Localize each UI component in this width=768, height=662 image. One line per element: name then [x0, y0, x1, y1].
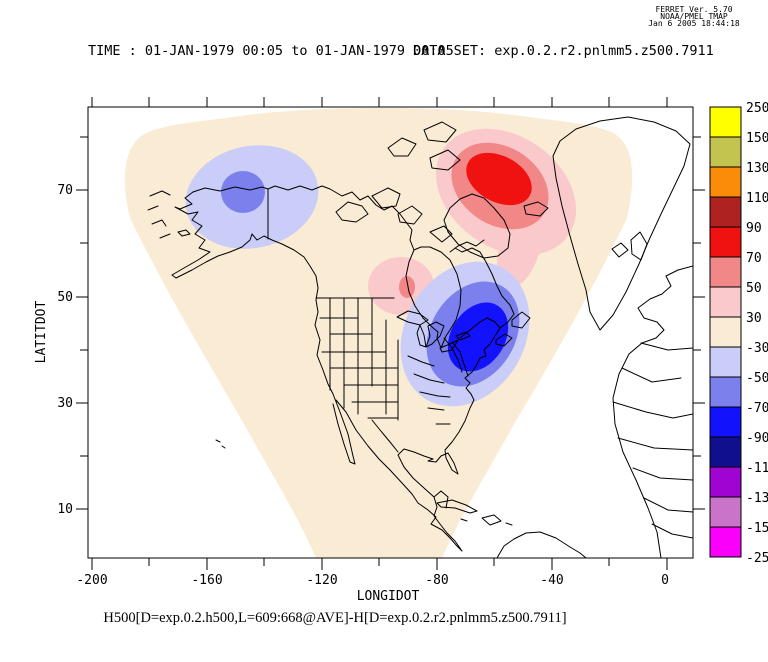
coastlines: [147, 116, 693, 558]
colorbar-label: -90: [746, 431, 768, 446]
hudson-bay-outline: [405, 239, 485, 349]
baffin-anomaly-core: [466, 152, 532, 206]
y-tick-label: 70: [57, 183, 73, 198]
atlantic-islands: [495, 311, 531, 347]
arctic-coastline: [192, 185, 415, 251]
colorbar-labels: 250 150 130 110 90 70 50 30 -30 -50 -70 …: [746, 101, 768, 566]
colorbar-swatch: [709, 316, 742, 348]
colorbar-swatch: [709, 166, 742, 198]
ferret-date-line: Jan 6 2005 18:44:18: [648, 19, 740, 28]
bering-fragments: [147, 190, 226, 449]
great-lakes: [396, 310, 471, 353]
x-tick-label: -80: [425, 573, 448, 588]
y-tick-label: 50: [57, 290, 73, 305]
colorbar-swatch: [709, 136, 742, 168]
northeast-anomaly-core: [447, 302, 509, 372]
colorbar-swatch: [709, 406, 742, 438]
colorbar-label: -150: [746, 521, 768, 536]
x-axis-bottom-ticks: [91, 558, 668, 570]
colorbar-swatch: [709, 436, 742, 468]
map-field: [124, 108, 693, 558]
africa-coastline: [612, 342, 693, 558]
colorbar-swatch: [709, 376, 742, 408]
colorbar-label: 110: [746, 191, 768, 206]
colorbar-label: 30: [746, 311, 762, 326]
colorbar-label: -30: [746, 341, 768, 356]
x-axis-title: LONGIDOT: [357, 589, 420, 604]
arctic-islands: [335, 121, 549, 259]
colorbar-label: 130: [746, 161, 768, 176]
ferret-version-header: FERRET Ver. 5.70 NOAA/PMEL TMAP Jan 6 20…: [648, 5, 740, 28]
ferret-version-line: FERRET Ver. 5.70: [655, 5, 732, 14]
variable-expression-caption: H500[D=exp.0.2.h500,L=609:668@AVE]-H[D=e…: [103, 610, 566, 626]
x-tick-label: -200: [76, 573, 107, 588]
colorbar-swatch: [709, 286, 742, 318]
colorbar: 250 150 130 110 90 70 50 30 -30 -50 -70 …: [709, 101, 768, 566]
x-axis-top-ticks: [91, 97, 668, 107]
x-tick-label: 0: [661, 573, 669, 588]
colorbar-swatch: [709, 346, 742, 378]
colorbar-swatch: [709, 496, 742, 528]
colorbar-label: 90: [746, 221, 762, 236]
alaska-anomaly-core: [221, 171, 265, 213]
x-tick-label: -160: [191, 573, 222, 588]
colorbar-label: -250: [746, 551, 768, 566]
y-axis-left-ticks: [76, 136, 88, 510]
hudson-anomaly-core: [399, 276, 415, 298]
colorbar-swatch: [709, 526, 742, 558]
colorbar-label: -50: [746, 371, 768, 386]
us-state-borders: [315, 297, 469, 453]
colorbar-swatch: [709, 226, 742, 258]
colorbar-swatch: [709, 466, 742, 498]
north-america-coastline: [171, 191, 515, 552]
colorbar-swatch: [709, 256, 742, 288]
colorbar-label: 50: [746, 281, 762, 296]
x-tick-label: -120: [306, 573, 337, 588]
plot-frame: [87, 106, 694, 559]
colorbar-label: 150: [746, 131, 768, 146]
y-axis-right-ticks: [693, 136, 705, 510]
colorbar-swatch: [709, 106, 742, 138]
colorbar-swatch: [709, 196, 742, 228]
x-tick-label: -40: [540, 573, 563, 588]
x-axis-tick-labels: -200 -160 -120 -80 -40 0: [76, 573, 669, 588]
colorbar-label: 70: [746, 251, 762, 266]
alaska-negative-anomaly: [185, 145, 319, 249]
europe-coastline: [611, 231, 693, 344]
y-tick-label: 10: [57, 502, 73, 517]
colorbar-label: -130: [746, 491, 768, 506]
colorbar-label: -70: [746, 401, 768, 416]
time-title: TIME : 01-JAN-1979 00:05 to 01-JAN-1979 …: [88, 43, 454, 59]
y-tick-label: 30: [57, 396, 73, 411]
y-axis-tick-labels: 70 50 30 10: [57, 183, 73, 517]
caribbean-south-america: [436, 499, 587, 558]
plot-titles: TIME : 01-JAN-1979 00:05 to 01-JAN-1979 …: [88, 43, 714, 59]
colorbar-label: -110: [746, 461, 768, 476]
ferret-org-line: NOAA/PMEL TMAP: [660, 12, 728, 21]
dataset-title: DATA SET: exp.0.2.r2.pnlmm5.z500.7911: [413, 43, 714, 59]
y-axis-title: LATITDOT: [34, 301, 49, 364]
colorbar-label: 250: [746, 101, 768, 116]
